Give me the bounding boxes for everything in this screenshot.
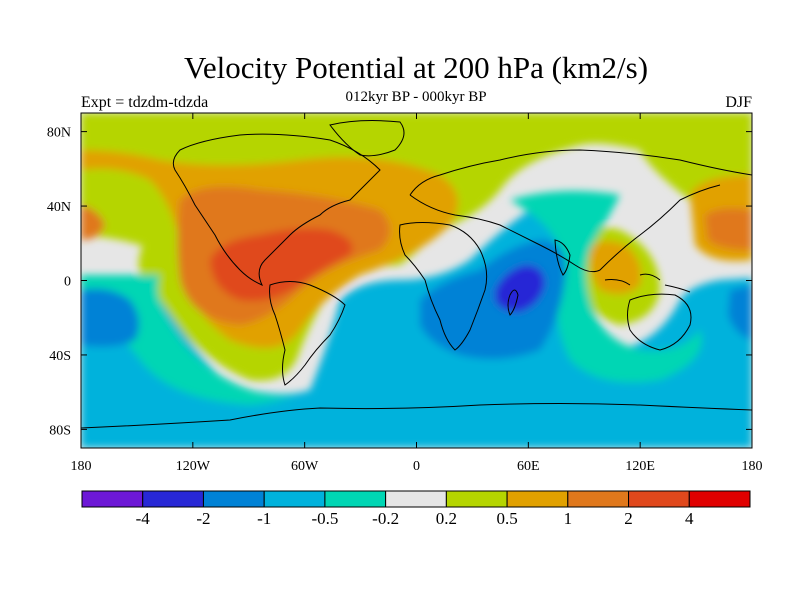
colorbar-label: -2 [196,509,210,528]
lon-tick-label: 180 [71,459,92,474]
lon-tick-label: 0 [413,459,420,474]
colorbar-label: -0.2 [372,509,399,528]
field-east-south-pacific-negative [728,285,752,340]
field-maritime-positive [589,241,641,294]
field-south-pacific-negative [81,288,139,347]
field-cyan-arc-pacific [81,275,310,405]
lon-axis: 180 120W 60W 0 60E 120E 180 [71,113,763,474]
lat-tick-label: 40N [47,200,71,215]
lon-tick-label: 120W [176,459,211,474]
colorbar-swatch [142,490,204,508]
field-west-pacific-orange [705,208,752,250]
colorbar-swatch [81,490,144,508]
colorbar-swatch [324,490,387,508]
lat-tick-label: 80N [47,126,71,141]
colorbar-swatch [628,490,690,508]
colorbar-label: 2 [624,509,633,528]
map-subtitle: 012kyr BP - 000kyr BP [345,89,487,105]
colorbar-label: -4 [136,509,151,528]
lat-axis: 80N 40N 0 40S 80S [47,126,752,438]
lat-tick-label: 80S [49,423,71,438]
colorbar-swatch [445,490,508,508]
colorbar-swatch [385,490,447,508]
lon-tick-label: 180 [742,459,763,474]
colorbar: -4 -2 -1 -0.5 -0.2 0.2 0.5 1 2 4 [81,490,751,528]
colorbar-swatch [506,490,569,508]
colorbar-label: -1 [257,509,271,528]
map-title: Velocity Potential at 200 hPa (km2/s) [183,50,649,85]
colorbar-label: 4 [685,509,694,528]
coastlines [81,120,752,429]
colorbar-label: -0.5 [311,509,338,528]
colorbar-swatch [202,490,265,508]
lon-tick-label: 60E [517,459,540,474]
colorbar-label: 0.2 [436,509,457,528]
colorbar-swatch [688,490,751,508]
field-dateline-west-orange [81,205,105,240]
lon-tick-label: 60W [291,459,319,474]
lat-tick-label: 40S [49,349,71,364]
colorbar-swatch [263,490,326,508]
lon-tick-label: 120E [625,459,655,474]
lat-tick-label: 0 [64,275,71,290]
colorbar-label: 1 [564,509,573,528]
field-madagascar-min [495,265,545,312]
field-cyan-arc-indian [510,191,702,383]
field-central-america-max [210,228,353,301]
experiment-label: Expt = tdzdm-tdzda [81,94,209,111]
field-southern-ocean-negative [81,201,752,448]
season-label: DJF [725,94,752,111]
colorbar-swatch [567,490,630,508]
colorbar-label: 0.5 [496,509,517,528]
